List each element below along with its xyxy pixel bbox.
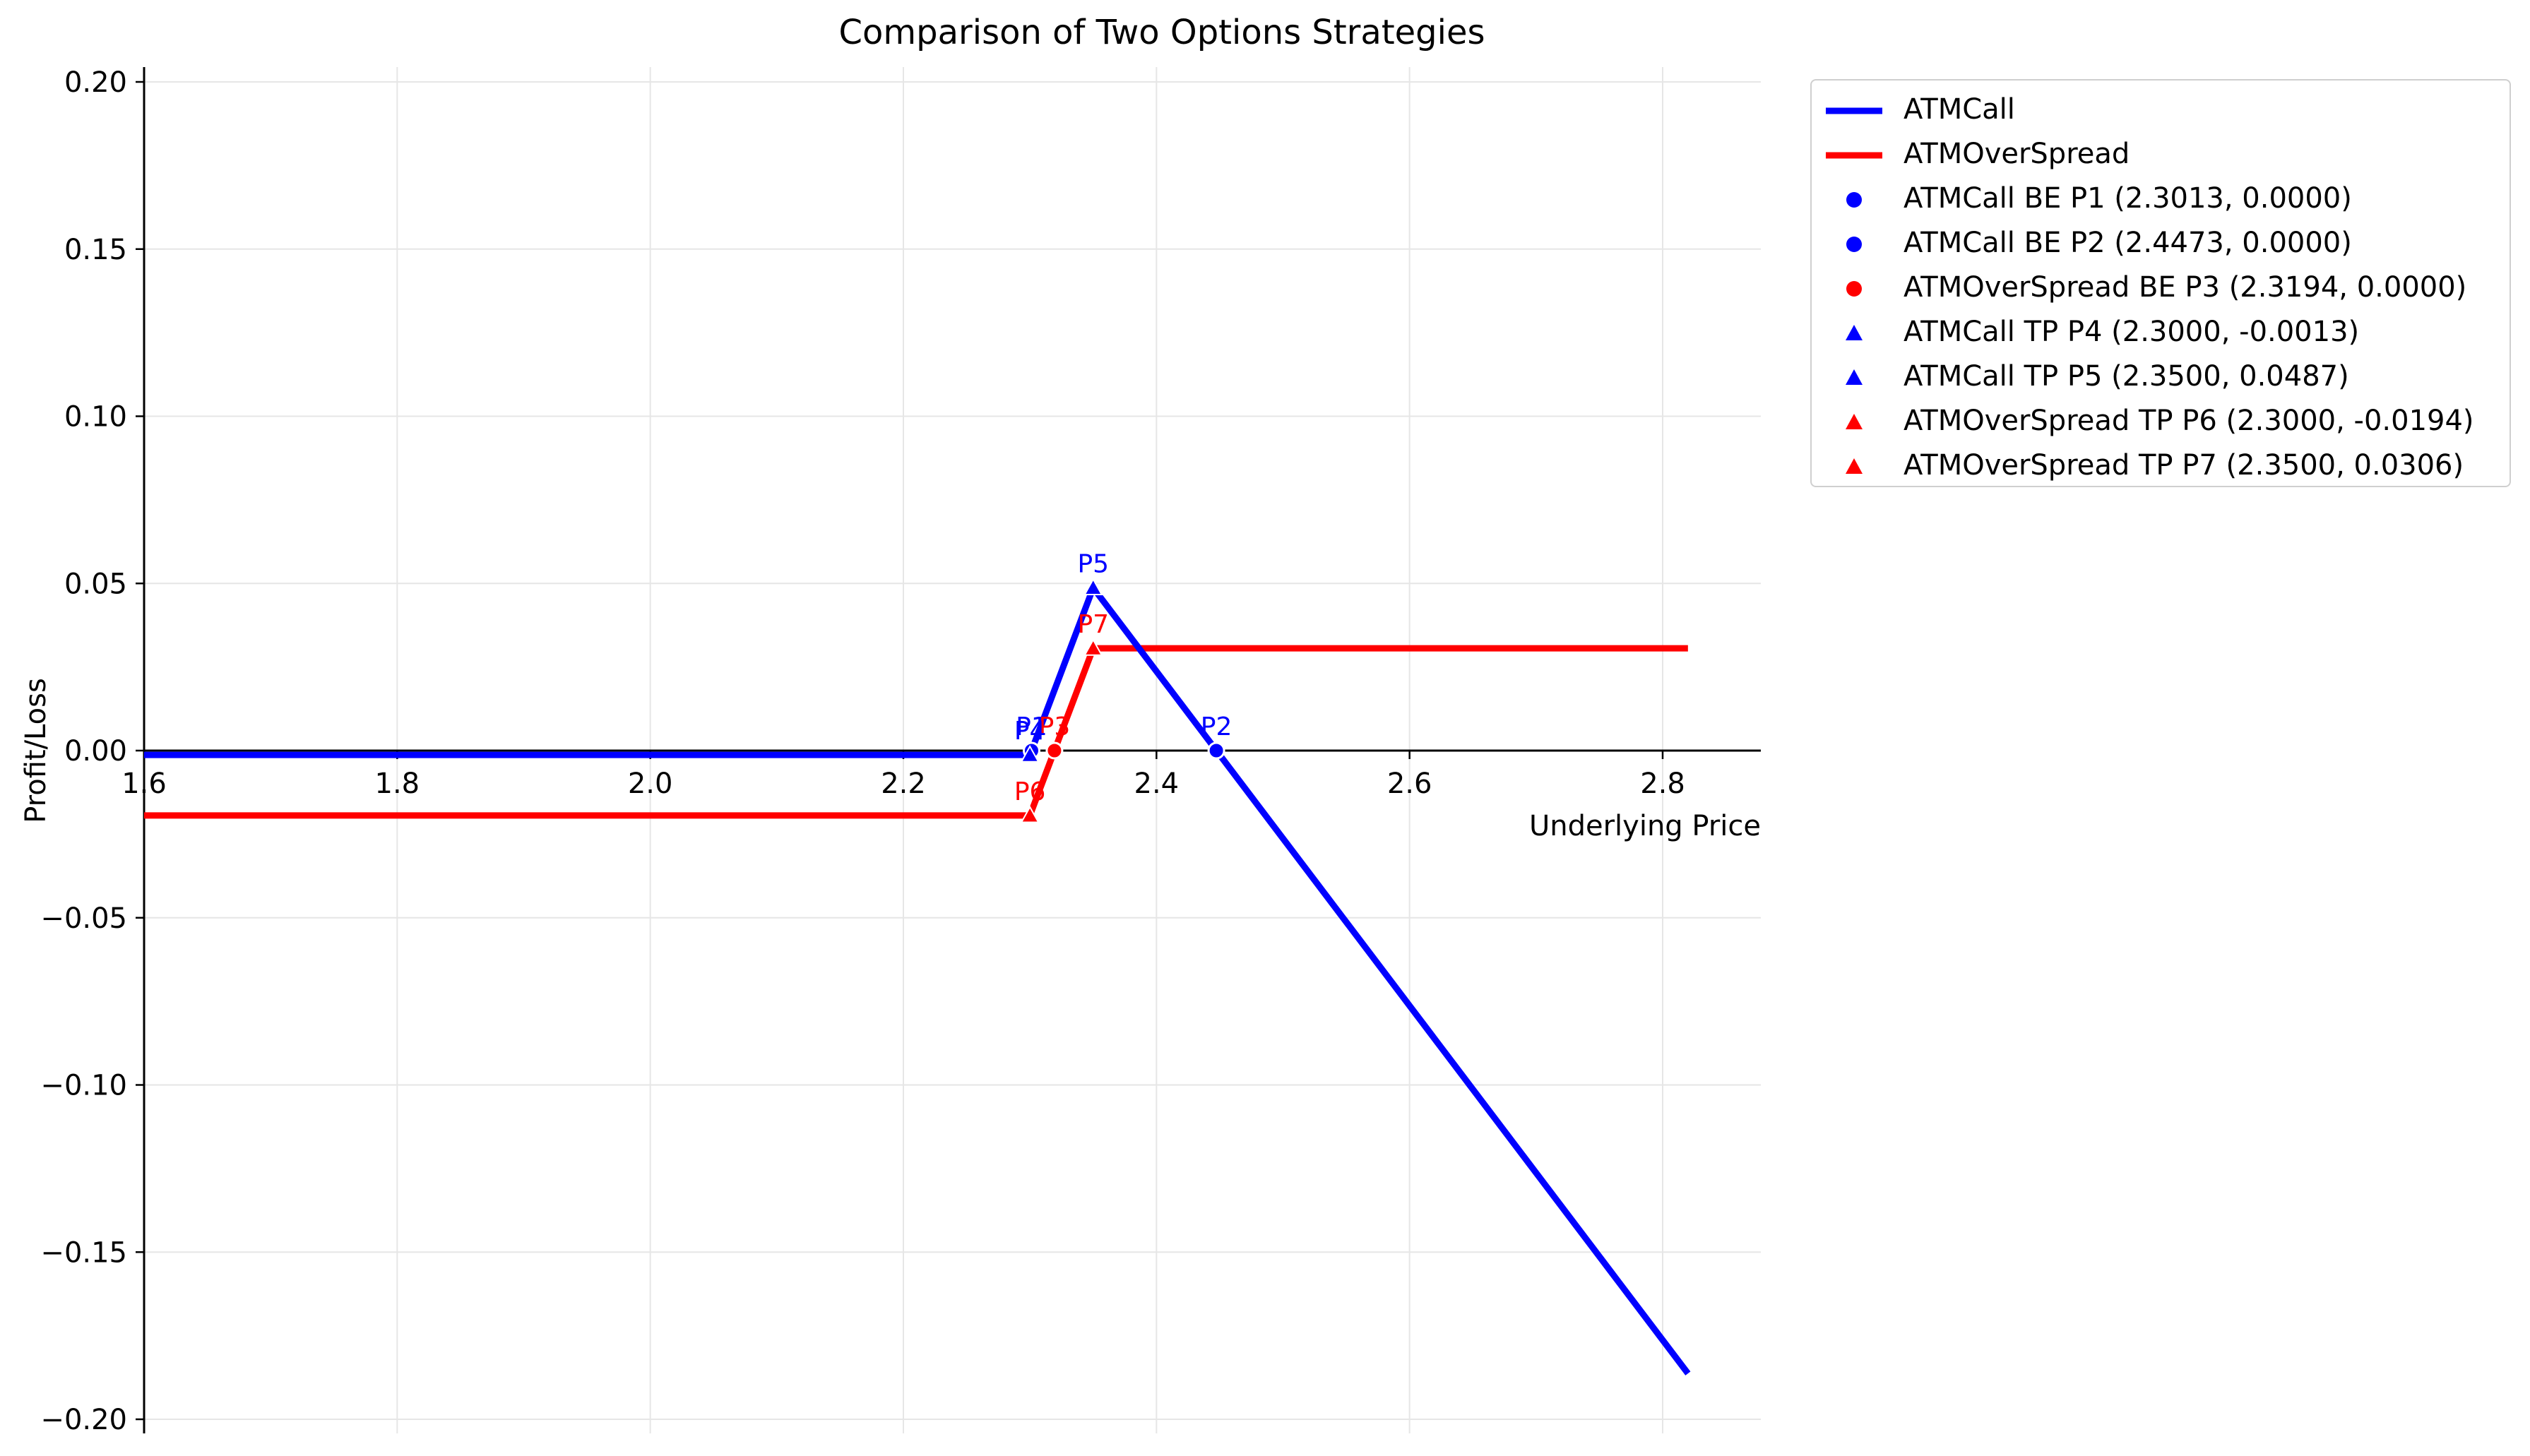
point-label-p5: P5 (1077, 549, 1109, 578)
legend-swatch (1846, 414, 1863, 429)
point-p7 (1083, 638, 1103, 656)
y-tick-label: −0.10 (40, 1070, 127, 1102)
legend-item: ATMOverSpread TP P7 (2.3500, 0.0306) (1812, 443, 2510, 488)
point-p6 (1020, 805, 1040, 823)
legend-item: ATMCall BE P2 (2.4473, 0.0000) (1812, 221, 2510, 265)
legend-swatch (1846, 369, 1863, 385)
legend-swatch (1846, 281, 1862, 297)
point-p4 (1020, 745, 1040, 763)
point-label-p7: P7 (1077, 610, 1109, 639)
x-tick-label: 1.6 (121, 768, 167, 800)
y-tick-label: −0.20 (40, 1404, 127, 1436)
legend-label: ATMCall BE P2 (2.4473, 0.0000) (1904, 227, 2352, 259)
legend-label: ATMOverSpread TP P6 (2.3000, -0.0194) (1904, 405, 2474, 437)
legend-swatch (1846, 325, 1863, 340)
chart-title: Comparison of Two Options Strategies (838, 13, 1485, 52)
y-tick-label: 0.05 (64, 568, 127, 600)
point-label-p6: P6 (1014, 777, 1046, 806)
x-tick-label: 1.8 (375, 768, 420, 800)
x-tick-label: 2.2 (881, 768, 926, 800)
legend-swatch (1826, 107, 1882, 114)
x-tick-label: 2.0 (628, 768, 673, 800)
legend-item: ATMOverSpread BE P3 (2.3194, 0.0000) (1812, 265, 2510, 310)
x-tick-label: 2.4 (1134, 768, 1180, 800)
legend-item: ATMOverSpread (1812, 132, 2510, 177)
y-tick-label: −0.15 (40, 1236, 127, 1269)
x-axis-label: Underlying Price (1529, 810, 1761, 842)
series-line-atmoverspread (144, 645, 1688, 819)
legend-swatch (1846, 237, 1862, 252)
series-line-atmcall (144, 584, 1691, 1376)
legend-label: ATMOverSpread TP P7 (2.3500, 0.0306) (1904, 449, 2464, 482)
y-tick-label: 0.20 (64, 66, 127, 99)
point-label-p3: P3 (1039, 712, 1071, 741)
legend-label: ATMCall TP P5 (2.3500, 0.0487) (1904, 360, 2349, 393)
y-tick-label: −0.05 (40, 902, 127, 935)
point-p5 (1083, 578, 1103, 596)
y-tick-label: 0.00 (64, 735, 127, 768)
x-tick-label: 2.8 (1640, 768, 1685, 800)
y-axis-label: Profit/Loss (20, 678, 52, 823)
legend-item: ATMOverSpread TP P6 (2.3000, -0.0194) (1812, 399, 2510, 443)
legend-item: ATMCall TP P4 (2.3000, -0.0013) (1812, 310, 2510, 354)
chart-legend: ATMCall ATMOverSpread ATMCall BE P1 (2.301… (1810, 79, 2511, 487)
point-label-p4: P4 (1014, 717, 1046, 746)
point-p3 (1045, 741, 1064, 760)
legend-label: ATMCall (1904, 93, 2015, 126)
legend-item: ATMCall TP P5 (2.3500, 0.0487) (1812, 354, 2510, 399)
legend-swatch (1846, 458, 1863, 474)
legend-label: ATMCall TP P4 (2.3000, -0.0013) (1904, 316, 2360, 348)
legend-label: ATMCall BE P1 (2.3013, 0.0000) (1904, 182, 2352, 215)
point-label-p1: P1 (1016, 712, 1047, 741)
legend-swatch (1826, 152, 1882, 159)
y-tick-label: 0.10 (64, 401, 127, 434)
legend-item: ATMCall BE P1 (2.3013, 0.0000) (1812, 177, 2510, 221)
legend-item: ATMCall (1812, 88, 2510, 132)
x-tick-label: 2.6 (1387, 768, 1432, 800)
point-p2 (1207, 741, 1225, 760)
legend-swatch (1846, 192, 1862, 208)
legend-label: ATMOverSpread BE P3 (2.3194, 0.0000) (1904, 271, 2467, 304)
point-label-p2: P2 (1201, 712, 1233, 741)
legend-label: ATMOverSpread (1904, 138, 2130, 170)
y-tick-label: 0.15 (64, 234, 127, 266)
